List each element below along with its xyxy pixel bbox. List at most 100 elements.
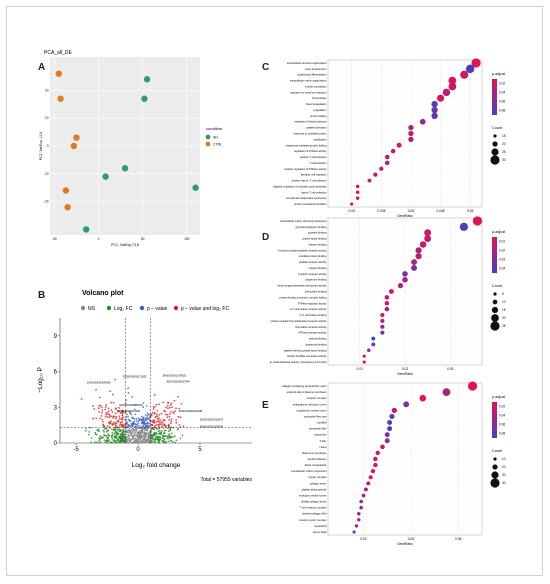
volcano-point	[167, 427, 169, 430]
dotplot-c-term: dendritic cell migration	[301, 173, 327, 177]
volcano-point	[169, 422, 172, 424]
volcano-point	[111, 431, 114, 434]
volcano-point	[87, 433, 90, 436]
volcano-point	[135, 429, 138, 432]
volcano-point	[136, 434, 139, 437]
volcano-point	[127, 426, 130, 429]
dotplot-c-point	[355, 190, 360, 195]
volcano-point	[132, 422, 134, 425]
volcano-point	[101, 409, 104, 412]
legend-ns-swatch	[80, 305, 86, 311]
dotplot-e-term: basement membrane	[302, 451, 327, 455]
volcano-point	[105, 413, 107, 416]
dotplot-c-term: positive thymic T cell selection	[292, 179, 327, 183]
volcano-point	[133, 434, 136, 437]
dotplot-c-term: regulation of ATPase activity	[294, 149, 327, 153]
volcano-point	[127, 418, 130, 421]
volcano-point	[131, 432, 134, 435]
dotplot-e-point	[387, 426, 393, 432]
volcano-point	[168, 415, 171, 418]
volcano-point	[129, 420, 131, 422]
volcano-point	[149, 431, 152, 434]
dotplot-d-size-tick: 5	[502, 292, 504, 296]
volcano-point	[144, 438, 147, 441]
volcano-point	[125, 436, 127, 439]
dotplot-e-point	[363, 487, 368, 492]
dotplot-c-size-swatch	[493, 134, 497, 138]
volcano-point	[107, 434, 110, 437]
dotplot-d-term: integrin binding	[309, 266, 327, 270]
volcano-point	[111, 437, 114, 440]
volcano-point	[144, 419, 147, 422]
dotplot-e-term: cytoplasmic vesicle lumen	[297, 408, 328, 412]
volcano-point	[114, 434, 117, 437]
volcano-point	[177, 415, 180, 418]
volcano-point	[100, 441, 102, 443]
volcano-point	[80, 398, 83, 400]
dotplot-d-color-tick: 0.03	[499, 258, 505, 262]
volcano-point	[131, 396, 133, 398]
volcano-point	[99, 436, 102, 439]
volcano-point	[153, 422, 156, 424]
dotplot-d-term: ATPase activator activity	[298, 331, 327, 335]
volcano-point	[117, 439, 119, 441]
dotplot-c-term: homeostasis	[312, 96, 327, 100]
volcano-point	[177, 395, 179, 398]
volcano-point	[127, 415, 129, 418]
volcano-point	[154, 424, 157, 427]
pca-point-ad	[121, 165, 129, 172]
dotplot-d-color-tick: 0.02	[499, 249, 505, 253]
volcano-point	[150, 439, 153, 442]
volcano-point	[157, 441, 160, 443]
dotplot-c-term: response to unfolded protein	[294, 132, 327, 136]
volcano-point	[128, 425, 131, 427]
dotplot-e-term: Z disc	[320, 439, 328, 443]
volcano-point	[168, 406, 171, 409]
volcano-point	[120, 429, 123, 432]
volcano-point	[128, 430, 131, 433]
volcano-point	[109, 421, 111, 424]
volcano-point	[90, 437, 93, 439]
volcano-point	[161, 440, 164, 443]
pca-point-ctrl	[70, 142, 78, 150]
volcano-point	[167, 402, 169, 404]
dotplot-d-term: C-C chemokine receptor activity	[290, 307, 327, 311]
volcano-point	[162, 418, 165, 421]
volcano-point	[106, 425, 109, 428]
volcano-point	[169, 436, 172, 438]
volcano-point	[113, 432, 116, 435]
go-dotplot-e: 0.02 0.04 0.06 GeneRatio collagen-containing…	[282, 381, 506, 546]
dotplot-c-color-legend-title: p.adjust	[492, 72, 506, 76]
volcano-point	[128, 440, 131, 443]
volcano-point	[110, 415, 112, 418]
pca-y-label: PC2, VarExp: 11.8	[39, 132, 43, 161]
dotplot-c-size-swatch	[492, 141, 498, 147]
volcano-point	[101, 418, 104, 421]
volcano-point	[114, 426, 117, 428]
volcano-point	[111, 428, 113, 431]
dotplot-e-term: fibrillar collagen trimer	[301, 500, 327, 504]
volcano-point	[114, 429, 117, 432]
volcano-point	[152, 438, 155, 441]
dotplot-d-point	[371, 342, 376, 347]
dotplot-d-x-tick: 0.02	[402, 367, 409, 371]
volcano-point	[151, 437, 153, 440]
volcano-point	[142, 402, 145, 404]
dotplot-d-point	[415, 253, 422, 260]
volcano-point	[135, 417, 138, 420]
volcano-point	[113, 422, 116, 425]
volcano-point	[132, 437, 134, 440]
volcano-point	[142, 426, 145, 428]
dotplot-d-term: extracellular matrix structural constitu…	[280, 219, 327, 223]
dotplot-e-term: receptor complex	[307, 396, 328, 400]
volcano-point	[114, 412, 117, 415]
dotplot-d-term: heparin binding	[309, 242, 327, 246]
pca-x-tick: -50	[52, 237, 57, 241]
volcano-point	[151, 419, 154, 422]
volcano-point	[97, 407, 100, 410]
volcano-point	[153, 419, 156, 422]
volcano-point	[110, 435, 113, 437]
volcano-point	[98, 417, 101, 420]
dotplot-e-point	[359, 499, 363, 504]
